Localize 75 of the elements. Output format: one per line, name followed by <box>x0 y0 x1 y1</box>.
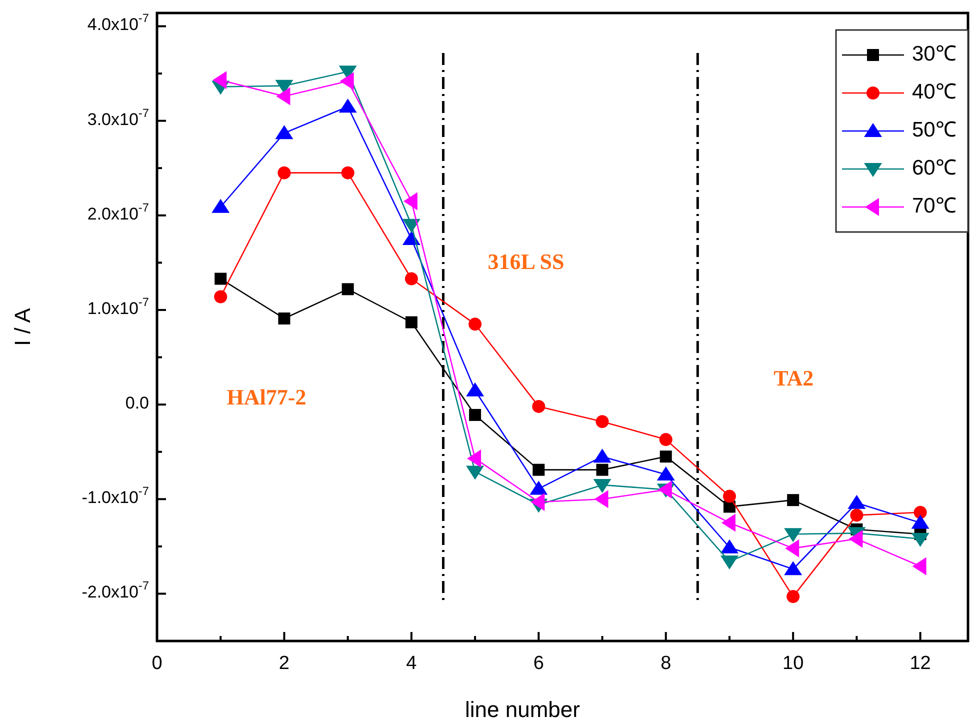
point <box>786 590 800 604</box>
y-tick-label: -1.0x10$^{-7}$ <box>82 484 150 508</box>
y-tick-label: 3.0x10$^{-7}$ <box>87 106 150 130</box>
point <box>911 514 930 529</box>
x-tick-label: 10 <box>782 653 804 674</box>
y-tick-label: 2.0x10$^{-7}$ <box>87 200 150 224</box>
point <box>658 480 672 499</box>
point <box>787 494 800 506</box>
y-tick-label: 0.0 <box>125 394 149 414</box>
point <box>532 400 546 413</box>
x-axis-title: line number <box>465 697 580 722</box>
point <box>596 464 608 476</box>
x-tick-label: 6 <box>533 653 544 674</box>
y-tick-label: -2.0x10$^{-7}$ <box>82 578 150 602</box>
point <box>278 166 291 180</box>
point <box>278 312 290 324</box>
point <box>468 318 482 331</box>
annotation: HAl77-2 <box>226 384 306 410</box>
legend-label: 50℃ <box>912 118 956 142</box>
point <box>276 87 290 106</box>
point <box>404 272 418 286</box>
point <box>214 290 228 304</box>
point <box>466 382 484 396</box>
point <box>466 466 484 480</box>
legend-label: 40℃ <box>912 80 956 104</box>
point <box>341 166 354 180</box>
annotation: TA2 <box>774 365 814 390</box>
point <box>403 192 418 210</box>
point <box>659 433 672 446</box>
point <box>342 283 354 296</box>
point <box>530 492 545 511</box>
legend-label: 60℃ <box>912 156 956 180</box>
point <box>911 532 930 547</box>
point <box>785 539 800 558</box>
y-tick-label: 4.0x10$^{-7}$ <box>87 11 150 35</box>
point <box>784 528 802 542</box>
point <box>722 490 736 503</box>
point <box>596 415 609 428</box>
point <box>532 464 545 476</box>
point <box>469 408 482 421</box>
x-tick-label: 2 <box>278 653 290 674</box>
annotation: 316L SS <box>488 249 564 274</box>
x-tick-label: 8 <box>660 653 672 674</box>
point <box>340 72 354 90</box>
point <box>850 508 864 522</box>
point <box>275 80 294 94</box>
point <box>593 448 612 463</box>
point <box>212 198 230 213</box>
legend-label: 30℃ <box>912 42 956 66</box>
point <box>402 218 420 233</box>
point <box>848 494 866 509</box>
y-tick-label: 1.0x10$^{-7}$ <box>87 295 150 318</box>
point <box>720 556 738 570</box>
point <box>660 450 672 463</box>
point <box>530 480 548 495</box>
point <box>784 561 802 576</box>
legend-label: 70℃ <box>912 194 956 218</box>
x-tick-label: 0 <box>152 653 162 674</box>
point <box>593 478 612 493</box>
point <box>212 71 227 90</box>
point <box>467 449 482 468</box>
point <box>594 490 608 508</box>
point <box>214 272 227 285</box>
point <box>912 557 926 576</box>
point <box>720 539 738 554</box>
point <box>721 514 736 532</box>
point <box>275 125 294 140</box>
point <box>338 98 357 113</box>
point <box>848 530 863 548</box>
y-axis-title: I / A <box>10 308 35 346</box>
point <box>914 506 927 519</box>
point <box>656 466 675 481</box>
point <box>405 316 418 328</box>
x-tick-label: 12 <box>910 653 931 674</box>
x-tick-label: 4 <box>406 653 418 674</box>
